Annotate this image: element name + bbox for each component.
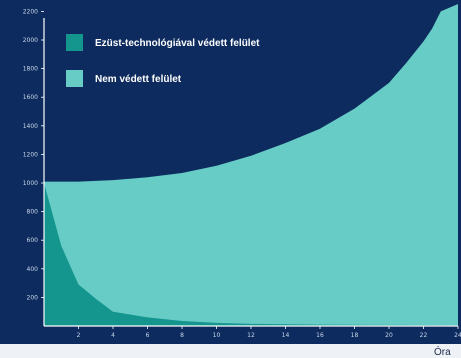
y-tick-label: 800 (27, 209, 39, 216)
x-tick-label: 6 (146, 332, 150, 339)
legend-swatch (66, 34, 83, 51)
x-tick-label: 8 (180, 332, 184, 339)
y-tick-label: 2200 (23, 8, 38, 15)
x-tick-label: 16 (316, 332, 324, 339)
y-tick-label: 1200 (23, 151, 38, 158)
x-tick-label: 12 (247, 332, 255, 339)
legend-swatch (66, 70, 83, 87)
y-tick-label: 400 (27, 266, 39, 273)
y-tick-label: 1800 (23, 66, 38, 73)
legend-label: Ezüst-technológiával védett felület (95, 38, 260, 49)
bottom-strip (0, 344, 461, 358)
series-area-1 (44, 4, 458, 326)
y-tick-label: 1000 (23, 180, 38, 187)
series-area-0 (44, 183, 458, 326)
x-axis-label: Óra (434, 345, 451, 358)
y-tick-label: 2000 (23, 37, 38, 44)
x-tick-label: 4 (111, 332, 115, 339)
x-axis-ticks: 2 4 6 8 10 12 14 16 18 20 22 24 (77, 326, 461, 339)
x-tick-label: 24 (454, 332, 461, 339)
x-tick-label: 22 (420, 332, 428, 339)
y-tick-label: 200 (27, 294, 39, 301)
x-tick-label: 18 (351, 332, 359, 339)
x-tick-label: 2 (77, 332, 81, 339)
x-tick-label: 10 (213, 332, 221, 339)
x-tick-label: 14 (282, 332, 290, 339)
legend-label: Nem védett felület (95, 74, 182, 85)
legend: Ezüst-technológiával védett felület Nem v… (66, 34, 260, 87)
series-areas (44, 4, 458, 326)
y-tick-label: 1400 (23, 123, 38, 130)
y-tick-label: 1600 (23, 94, 38, 101)
x-tick-label: 20 (385, 332, 393, 339)
y-tick-label: 600 (27, 237, 39, 244)
y-axis-ticks: 200 400 600 800 1000 1200 1400 1600 1800 2000 2200 (23, 8, 44, 301)
